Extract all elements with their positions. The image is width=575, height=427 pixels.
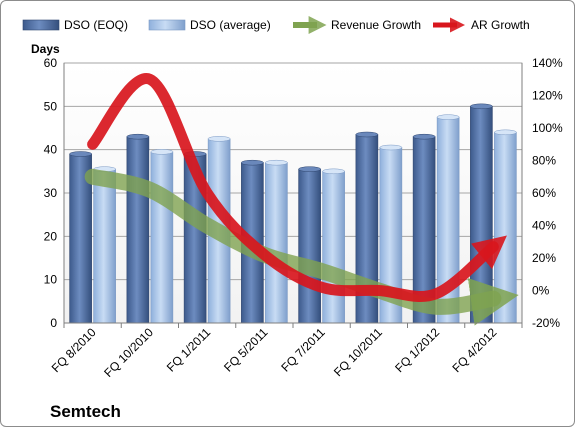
legend-swatch [148, 19, 186, 31]
right-tick-label: 140% [532, 56, 563, 70]
company-name: Semtech [50, 402, 121, 421]
legend-label: AR Growth [471, 18, 530, 32]
bar-top [436, 114, 460, 120]
legend-label: Revenue Growth [331, 18, 421, 32]
left-tick-label: 20 [44, 229, 58, 243]
revenue-growth-line [84, 168, 519, 326]
left-tick-label: 40 [44, 143, 58, 157]
bar-dso-eoq [298, 168, 321, 324]
left-tick-label: 30 [44, 186, 58, 200]
right-tick-label: -20% [532, 316, 560, 330]
bar-top [494, 129, 517, 136]
bar-top [69, 151, 92, 157]
bar-dso-average [150, 151, 174, 324]
bar-dso-average [322, 171, 345, 324]
x-tick-label: FQ 7/2011 [278, 325, 328, 375]
legend-item: Revenue Growth [293, 16, 421, 34]
x-tick-label: FQ 1/2012 [392, 325, 442, 375]
bar-dso-average [93, 168, 116, 324]
bar-dso-average [265, 162, 288, 324]
bar-dso-eoq [470, 106, 493, 324]
bar-top [265, 159, 288, 166]
legend-item: DSO (EOQ) [22, 18, 128, 32]
right-tick-label: 80% [532, 154, 556, 168]
bar-dso-eoq [126, 136, 150, 324]
legend-label: DSO (average) [190, 18, 271, 32]
left-axis-title: Days [31, 42, 60, 56]
right-tick-label: 100% [532, 121, 563, 135]
bar-top [150, 149, 174, 155]
bar-top [412, 133, 436, 140]
right-tick-label: 0% [532, 284, 550, 298]
bar-top [379, 144, 403, 151]
x-tick-label: FQ 5/2011 [221, 325, 271, 375]
right-tick-label: 120% [532, 89, 563, 103]
legend-swatch [22, 19, 60, 31]
x-tick-label: FQ 4/2012 [450, 325, 500, 375]
left-tick-label: 0 [50, 316, 57, 330]
legend-item: AR Growth [433, 17, 530, 33]
left-tick-label: 50 [44, 99, 58, 113]
x-tick-label: FQ 10/2011 [331, 325, 385, 379]
right-tick-label: 60% [532, 186, 556, 200]
bar-top [355, 131, 379, 138]
left-tick-label: 60 [44, 56, 58, 70]
left-tick-label: 10 [44, 273, 58, 287]
right-tick-label: 20% [532, 251, 556, 265]
legend-item: DSO (average) [148, 18, 271, 32]
x-tick-label: FQ 8/2010 [49, 325, 99, 375]
legend-label: DSO (EOQ) [64, 18, 128, 32]
bar-top [470, 103, 493, 110]
bar-top [241, 159, 264, 166]
x-tick-label: FQ 1/2011 [164, 325, 214, 375]
x-tick-label: FQ 10/2010 [101, 325, 156, 380]
bar-top [126, 133, 150, 140]
bar-top [322, 168, 345, 175]
bar-top [298, 166, 321, 172]
right-tick-label: 40% [532, 219, 556, 233]
bar-top [207, 136, 231, 142]
ar-growth-line [87, 73, 507, 302]
